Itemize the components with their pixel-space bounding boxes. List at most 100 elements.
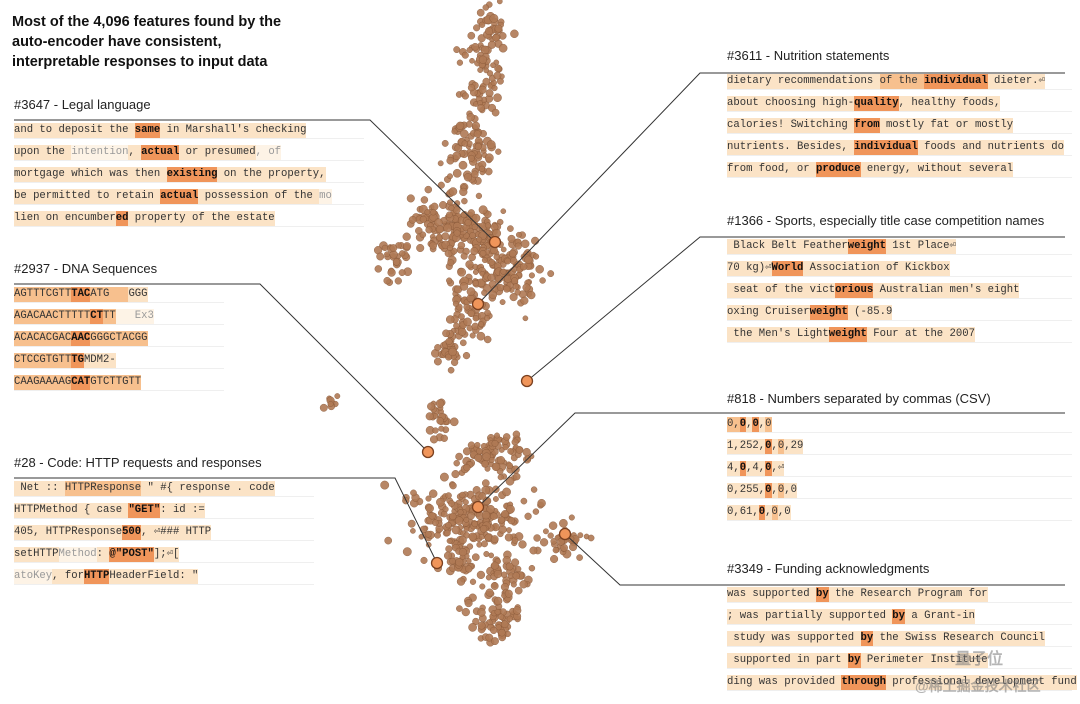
scatter-point bbox=[504, 630, 511, 638]
scatter-point bbox=[424, 530, 432, 538]
token: GGG bbox=[128, 287, 148, 302]
scatter-point bbox=[465, 565, 473, 573]
token: 0,255, bbox=[727, 483, 766, 498]
scatter-point bbox=[500, 208, 507, 215]
token: : bbox=[96, 547, 110, 562]
scatter-point bbox=[520, 497, 528, 505]
scatter-point bbox=[550, 538, 557, 545]
token: professional development fund bbox=[885, 675, 1077, 690]
scatter-point bbox=[392, 258, 401, 266]
scatter-point bbox=[453, 459, 460, 467]
scatter-point bbox=[459, 491, 466, 499]
scatter-point bbox=[490, 561, 499, 570]
scatter-point bbox=[446, 244, 454, 252]
token: , bbox=[771, 439, 778, 454]
feature-label: #818 - Numbers separated by commas (CSV) bbox=[727, 391, 991, 406]
scatter-point bbox=[514, 565, 522, 573]
token-strong: existing bbox=[166, 167, 218, 182]
scatter-point bbox=[522, 447, 531, 457]
scatter-point bbox=[496, 283, 505, 292]
scatter-point bbox=[479, 525, 488, 533]
scatter-point bbox=[487, 40, 496, 49]
scatter-point bbox=[475, 192, 483, 200]
scatter-point bbox=[483, 550, 490, 558]
scatter-point bbox=[453, 229, 461, 237]
watermark-logo: 量子位 bbox=[955, 645, 1003, 669]
leader-line bbox=[14, 477, 438, 564]
token: , ⏎### HTTP bbox=[141, 525, 212, 540]
scatter-point bbox=[494, 608, 501, 616]
scatter-point bbox=[447, 366, 455, 374]
scatter-point bbox=[456, 59, 464, 66]
scatter-point bbox=[507, 516, 516, 525]
token: ,29 bbox=[784, 439, 804, 454]
scatter-point bbox=[383, 276, 391, 285]
scatter-point bbox=[399, 250, 406, 257]
scatter-point bbox=[478, 321, 485, 328]
scatter-point bbox=[460, 211, 468, 219]
scatter-point bbox=[488, 258, 496, 266]
token: CAAGAAAAG bbox=[14, 375, 72, 390]
scatter-point bbox=[478, 55, 488, 64]
scatter-point bbox=[502, 443, 509, 451]
scatter-point bbox=[482, 496, 492, 506]
scatter-point bbox=[451, 128, 458, 135]
scatter-point bbox=[483, 335, 492, 344]
watermark-site: @稀土掘金技术社区 bbox=[915, 676, 1041, 696]
scatter-point bbox=[428, 489, 438, 498]
scatter-point bbox=[446, 537, 453, 544]
token: 1,252, bbox=[727, 439, 766, 454]
scatter-point bbox=[464, 599, 473, 608]
scatter-point bbox=[471, 42, 480, 51]
scatter-point bbox=[425, 495, 432, 502]
token-strong: 0 bbox=[765, 461, 772, 476]
scatter-point bbox=[550, 554, 559, 564]
leader-line bbox=[14, 283, 429, 453]
scatter-point bbox=[376, 252, 385, 261]
scatter-point bbox=[448, 204, 455, 212]
scatter-point bbox=[509, 293, 518, 302]
scatter-point bbox=[512, 472, 521, 481]
token-strong: @"POST" bbox=[109, 547, 154, 562]
token: about choosing high- bbox=[727, 96, 855, 111]
feature-examples: Net :: HTTPResponse " #{ response . code… bbox=[14, 480, 314, 585]
scatter-point bbox=[461, 607, 470, 617]
token: atoKey bbox=[14, 569, 53, 584]
scatter-point bbox=[568, 543, 578, 552]
token: ACACACGAC bbox=[14, 331, 72, 346]
scatter-point bbox=[461, 140, 469, 147]
scatter-point bbox=[451, 525, 461, 535]
example-row: 405, HTTPResponse500, ⏎### HTTP bbox=[14, 524, 314, 541]
scatter-point bbox=[505, 562, 514, 571]
watermark-text-1: 量子位 bbox=[955, 651, 1004, 668]
scatter-point bbox=[496, 456, 506, 465]
scatter-point bbox=[491, 439, 499, 447]
token: (-85.9 bbox=[847, 305, 893, 320]
scatter-point bbox=[488, 456, 495, 464]
token-strong: 0 bbox=[765, 483, 772, 498]
example-row: mortgage which was then existing on the … bbox=[14, 166, 364, 183]
scatter-point bbox=[493, 71, 502, 80]
example-row: seat of the victorious Australian men's … bbox=[727, 282, 1072, 299]
scatter-point bbox=[500, 246, 507, 253]
token: intention bbox=[71, 145, 129, 160]
scatter-point bbox=[420, 196, 429, 204]
scatter-point bbox=[410, 528, 416, 534]
token-strong: 0 bbox=[765, 439, 772, 454]
example-row: Net :: HTTPResponse " #{ response . code bbox=[14, 480, 314, 497]
token: , bbox=[128, 145, 142, 160]
token: ding was provided bbox=[727, 675, 842, 690]
token: AGACAACTTTTT bbox=[14, 309, 91, 324]
scatter-point bbox=[472, 314, 480, 322]
token: mo bbox=[319, 189, 332, 204]
scatter-point bbox=[493, 93, 502, 103]
leader-line bbox=[14, 119, 496, 243]
scatter-point bbox=[510, 581, 517, 588]
token: 0 bbox=[765, 417, 772, 432]
scatter-point bbox=[512, 572, 520, 580]
token: Ex3 bbox=[115, 309, 154, 324]
scatter-point bbox=[456, 577, 466, 586]
scatter-point bbox=[500, 571, 508, 579]
scatter-point bbox=[504, 589, 513, 598]
scatter-point bbox=[501, 510, 509, 518]
